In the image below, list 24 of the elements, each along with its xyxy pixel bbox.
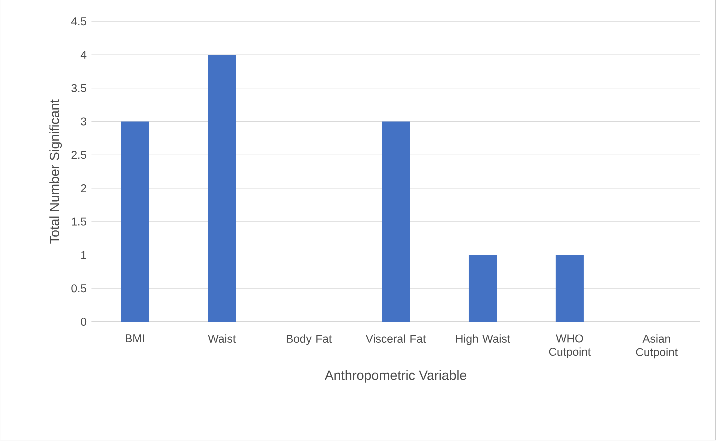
x-tick-label: Body Fat xyxy=(286,334,332,346)
y-tick-label: 0 xyxy=(81,318,87,326)
bar xyxy=(121,122,150,322)
bar xyxy=(208,55,236,322)
x-tick-label: BMI xyxy=(126,334,144,343)
x-tick-label: High Waist xyxy=(456,334,510,346)
x-tick-label: Waist xyxy=(208,334,236,344)
y-tick-label: 2 xyxy=(81,184,86,193)
bar xyxy=(556,255,584,322)
y-tick-label: 1.5 xyxy=(72,218,87,226)
y-tick-label: 2.5 xyxy=(72,151,87,160)
y-tick-label: 4.5 xyxy=(71,18,87,26)
bar xyxy=(382,122,410,322)
y-tick-label: 3.5 xyxy=(72,84,87,93)
y-tick-label: 4 xyxy=(80,51,87,60)
x-tick-label: Asian Cutpoint xyxy=(636,334,678,359)
y-tick-label: 1 xyxy=(82,251,86,260)
x-tick-label: Visceral Fat xyxy=(366,334,426,344)
y-axis-title: Total Number Significant xyxy=(50,100,62,244)
y-tick-label: 0.5 xyxy=(72,284,87,293)
y-tick-label: 3 xyxy=(81,118,86,126)
bar xyxy=(468,255,498,322)
x-tick-label: WHO Cutpoint xyxy=(549,334,591,358)
x-axis-title: Anthropometric Variable xyxy=(324,370,467,384)
